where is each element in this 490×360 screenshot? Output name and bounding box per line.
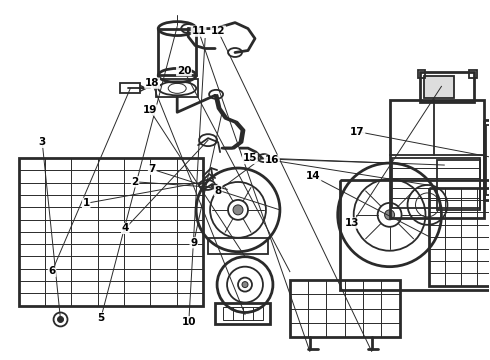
Text: 10: 10 bbox=[182, 317, 196, 327]
Text: 15: 15 bbox=[243, 153, 257, 163]
Bar bbox=[290, 280, 399, 337]
Text: 12: 12 bbox=[211, 26, 225, 36]
Text: 11: 11 bbox=[191, 26, 206, 36]
Text: 19: 19 bbox=[143, 105, 157, 115]
Text: 20: 20 bbox=[177, 66, 191, 76]
Text: 3: 3 bbox=[39, 138, 46, 147]
Bar bbox=[429, 188, 490, 285]
Text: 4: 4 bbox=[122, 224, 129, 233]
Text: 1: 1 bbox=[83, 198, 90, 208]
Bar bbox=[419, 72, 474, 102]
Bar bbox=[215, 302, 270, 324]
Circle shape bbox=[242, 282, 248, 288]
Bar bbox=[208, 238, 268, 254]
Bar bbox=[223, 306, 263, 320]
Bar bbox=[438, 160, 480, 210]
Bar bbox=[340, 180, 490, 289]
Bar bbox=[158, 28, 196, 75]
Text: 16: 16 bbox=[265, 155, 279, 165]
Bar bbox=[486, 125, 490, 195]
Bar bbox=[469, 71, 477, 78]
Circle shape bbox=[385, 210, 394, 220]
Bar bbox=[156, 80, 198, 97]
Bar bbox=[121, 84, 140, 93]
Text: 9: 9 bbox=[190, 238, 197, 248]
Circle shape bbox=[57, 316, 64, 323]
Bar bbox=[390, 100, 484, 218]
Text: 18: 18 bbox=[145, 78, 159, 88]
Text: 2: 2 bbox=[131, 177, 139, 187]
Text: 13: 13 bbox=[345, 218, 360, 228]
Bar bbox=[19, 158, 203, 306]
Text: 14: 14 bbox=[306, 171, 321, 181]
Circle shape bbox=[233, 205, 243, 215]
Bar bbox=[484, 120, 490, 200]
Bar bbox=[392, 158, 480, 208]
Bar bbox=[417, 71, 425, 78]
Bar bbox=[424, 76, 454, 98]
Text: 6: 6 bbox=[49, 266, 56, 276]
Text: 5: 5 bbox=[97, 313, 104, 323]
Text: 7: 7 bbox=[148, 164, 156, 174]
Text: 17: 17 bbox=[350, 127, 365, 136]
Text: 8: 8 bbox=[215, 186, 222, 196]
